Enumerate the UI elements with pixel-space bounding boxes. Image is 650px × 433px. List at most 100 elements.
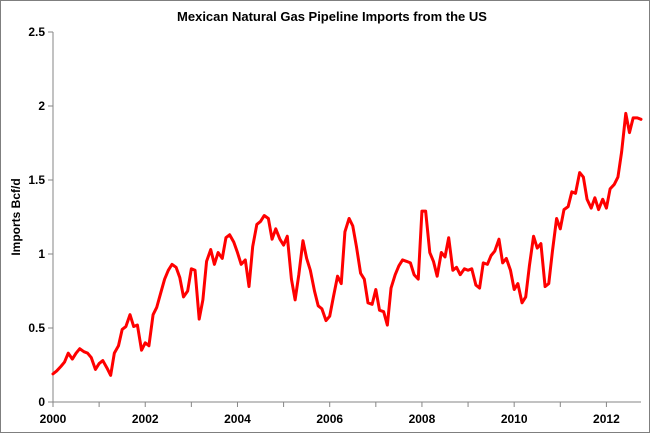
data-point (367, 302, 369, 304)
data-point (67, 352, 69, 354)
data-point (386, 324, 388, 326)
data-point (540, 243, 542, 245)
data-point (133, 326, 135, 328)
data-point (321, 308, 323, 310)
data-point (429, 252, 431, 254)
data-point (87, 352, 89, 354)
data-point (371, 303, 373, 305)
data-point (594, 197, 596, 199)
data-point (425, 210, 427, 212)
data-point (260, 220, 262, 222)
data-point (402, 259, 404, 261)
data-point (398, 265, 400, 267)
data-point (113, 352, 115, 354)
data-point (283, 244, 285, 246)
x-tick-label: 2004 (224, 412, 251, 426)
data-point (605, 207, 607, 209)
data-point (271, 238, 273, 240)
data-point (494, 250, 496, 252)
y-axis-label: Imports Bcf/d (9, 178, 23, 255)
data-point (240, 263, 242, 265)
data-point (302, 240, 304, 242)
data-point (586, 198, 588, 200)
data-point (94, 368, 96, 370)
data-point (521, 302, 523, 304)
data-point (571, 191, 573, 193)
data-point (363, 278, 365, 280)
y-tick-label: 0.5 (28, 321, 45, 335)
data-point (332, 296, 334, 298)
data-point (329, 315, 331, 317)
data-point (448, 237, 450, 239)
data-point (337, 275, 339, 277)
data-point (313, 290, 315, 292)
data-point (383, 311, 385, 313)
data-point (309, 269, 311, 271)
data-point (194, 269, 196, 271)
data-point (144, 342, 146, 344)
data-point (52, 373, 54, 375)
data-point (459, 274, 461, 276)
data-point (60, 365, 62, 367)
data-point (286, 235, 288, 237)
data-point (102, 360, 104, 362)
data-point (482, 262, 484, 264)
data-point (528, 265, 530, 267)
data-point (229, 234, 231, 236)
data-point (559, 228, 561, 230)
axes (48, 31, 641, 407)
data-point (83, 351, 85, 353)
data-point (548, 283, 550, 285)
data-point (90, 357, 92, 359)
x-tick-label: 2008 (409, 412, 436, 426)
data-point (279, 238, 281, 240)
x-tick-label: 2010 (501, 412, 528, 426)
data-point (360, 272, 362, 274)
data-point (275, 228, 277, 230)
data-point (217, 252, 219, 254)
x-tick-label: 2000 (40, 412, 67, 426)
data-point (525, 296, 527, 298)
data-point (340, 283, 342, 285)
data-point (125, 326, 127, 328)
data-point (256, 223, 258, 225)
x-tick-label: 2002 (132, 412, 159, 426)
series-group (51, 111, 643, 377)
data-point (490, 254, 492, 256)
data-point (536, 247, 538, 249)
data-point (244, 259, 246, 261)
x-tick-label: 2012 (593, 412, 620, 426)
data-point (344, 231, 346, 233)
data-point (71, 358, 73, 360)
data-point (636, 117, 638, 119)
data-point (175, 266, 177, 268)
data-point (348, 217, 350, 219)
data-point (505, 257, 507, 259)
data-point (590, 207, 592, 209)
data-point (98, 363, 100, 365)
data-point (252, 246, 254, 248)
data-point (156, 306, 158, 308)
data-point (406, 260, 408, 262)
data-point (598, 209, 600, 211)
data-point (213, 263, 215, 265)
data-point (463, 268, 465, 270)
data-point (79, 348, 81, 350)
data-point (198, 318, 200, 320)
data-point (479, 287, 481, 289)
data-point (355, 246, 357, 248)
y-tick-label: 1 (38, 247, 45, 261)
data-point (136, 324, 138, 326)
data-point (467, 269, 469, 271)
y-tick-label: 0 (38, 395, 45, 409)
data-point (509, 269, 511, 271)
data-point (159, 293, 161, 295)
x-tick-label: 2006 (316, 412, 343, 426)
data-point (187, 290, 189, 292)
data-point (498, 238, 500, 240)
data-point (129, 314, 131, 316)
data-point (202, 299, 204, 301)
data-point (556, 217, 558, 219)
data-point (190, 268, 192, 270)
